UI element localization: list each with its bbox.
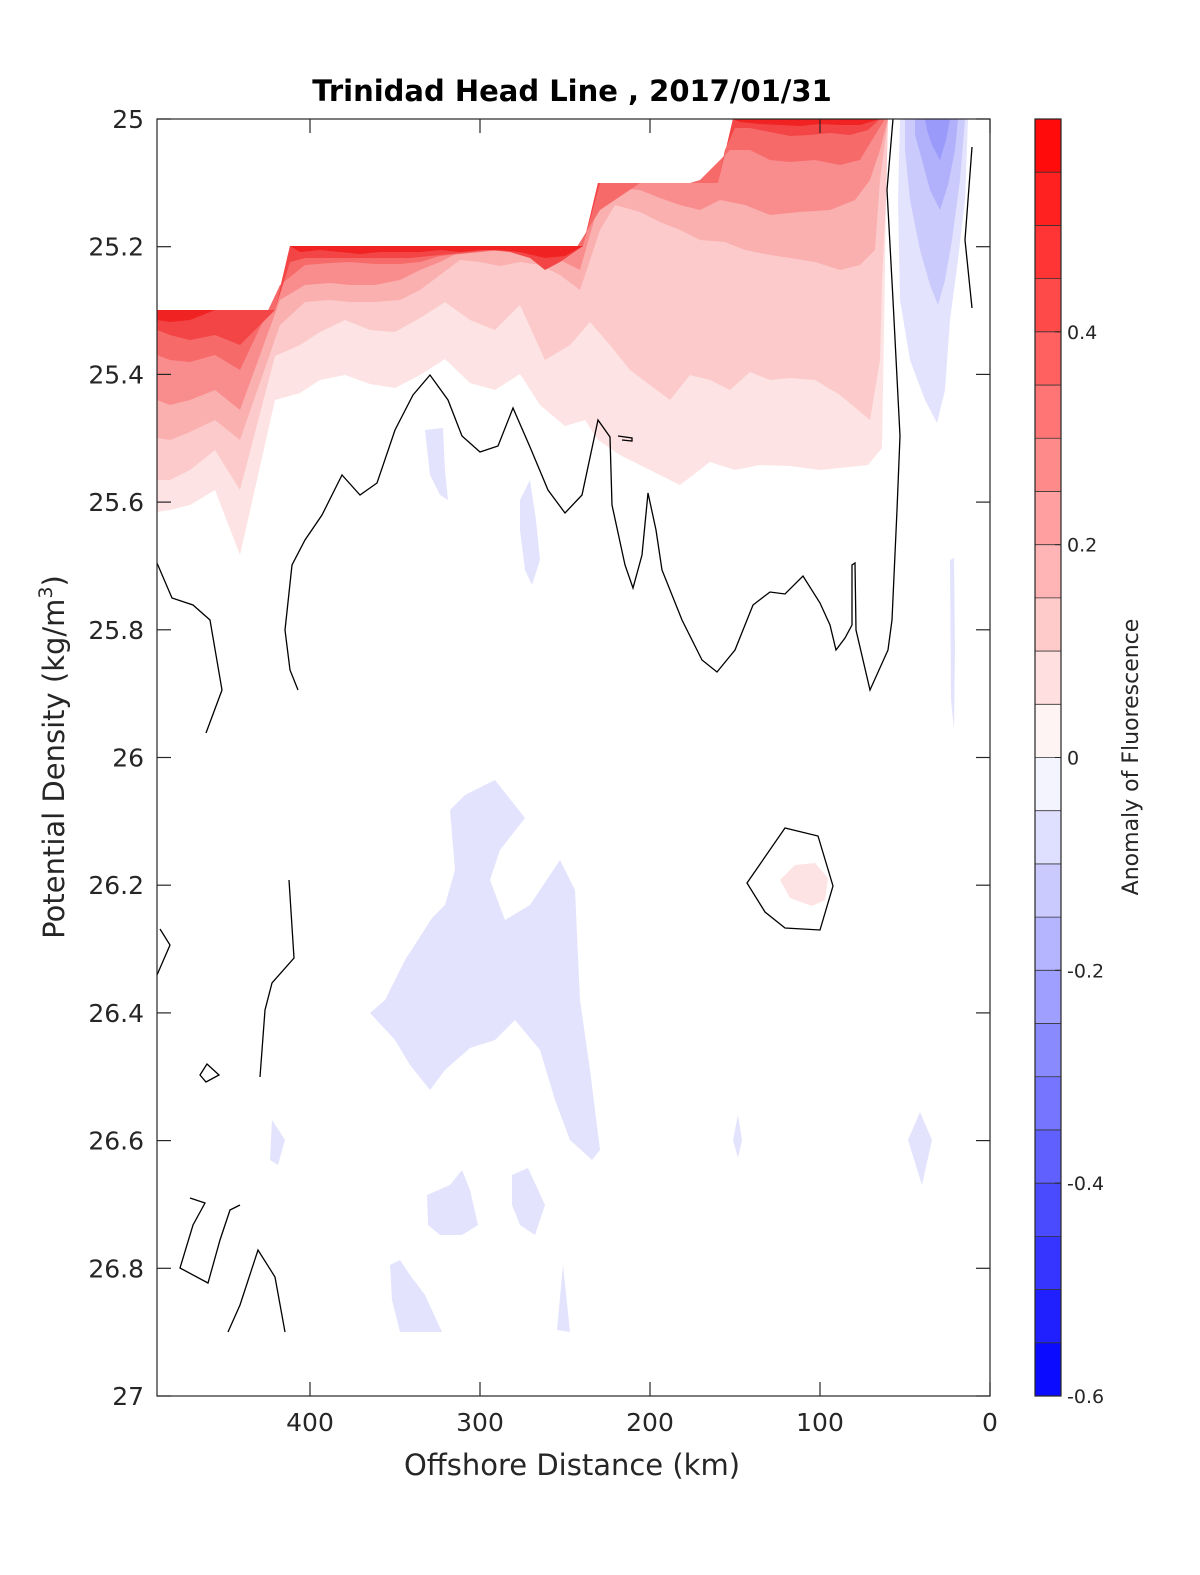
- zero-contour-ring: [746, 827, 834, 931]
- colorbar-level: [1035, 1076, 1061, 1131]
- x-axis-label: Offshore Distance (km): [404, 1448, 740, 1482]
- colorbar-level: [1035, 491, 1061, 546]
- negative-anomaly-region: [270, 119, 968, 1332]
- x-tick-label: 400: [286, 1408, 334, 1437]
- plot-area: [156, 118, 991, 1397]
- anomaly-neg-small-2: [520, 480, 540, 585]
- anomaly-neg-deep-blob: [370, 780, 600, 1160]
- anomaly-neg-small-4: [427, 1170, 478, 1235]
- colorbar-level: [1035, 172, 1061, 226]
- colorbar-level: [1035, 757, 1061, 812]
- colorbar-level: [1035, 810, 1061, 865]
- y-tick-label: 26.4: [88, 999, 144, 1028]
- x-tick-label: 200: [626, 1408, 674, 1437]
- colorbar-level: [1035, 704, 1061, 758]
- positive-anomaly-region: [157, 119, 888, 906]
- colorbar-tick-label: 0.4: [1067, 322, 1097, 344]
- zero-contour-bottom: [227, 1248, 286, 1333]
- colorbar-level: [1035, 1129, 1061, 1184]
- anomaly-positive-blob: [780, 863, 828, 906]
- colorbar-level: [1035, 438, 1061, 492]
- y-tick-label: 27: [112, 1382, 144, 1411]
- y-axis-label: Potential Density (kg/m3): [35, 575, 71, 939]
- anomaly-neg-small-5: [512, 1168, 545, 1235]
- y-tick-label: 26.6: [88, 1127, 144, 1156]
- anomaly-neg-small-6: [390, 1260, 442, 1332]
- y-tick-label: 25.2: [88, 233, 144, 262]
- colorbar-tick-label: 0: [1067, 748, 1079, 770]
- y-tick-label: 26: [112, 744, 144, 773]
- colorbar-level: [1035, 970, 1061, 1025]
- zero-contour-bottom-left: [179, 1197, 241, 1284]
- colorbar-level: [1035, 544, 1061, 599]
- anomaly-band-0.35: [157, 119, 885, 370]
- colorbar-tick-label: -0.6: [1067, 1386, 1104, 1408]
- colorbar-tick-label: -0.2: [1067, 960, 1104, 982]
- y-tick-label: 26.2: [88, 871, 144, 900]
- zero-contour-left-upper: [156, 562, 223, 734]
- y-tick-labels: 25 25.2 25.4 25.6 25.8 26 26.2 26.4 26.6 26.8 27: [88, 105, 144, 1411]
- x-tick-label: 100: [796, 1408, 844, 1437]
- colorbar-level: [1035, 863, 1061, 918]
- colorbar-tick-label: -0.4: [1067, 1173, 1104, 1195]
- colorbar-level: [1035, 597, 1061, 652]
- colorbar-tick-labels: 0.4 0.2 0 -0.2 -0.4 -0.6: [1055, 322, 1104, 1408]
- anomaly-neg-small-9: [908, 1112, 932, 1185]
- anomaly-neg-small-3: [270, 1120, 285, 1165]
- anomaly-neg-small-10: [950, 558, 955, 730]
- colorbar-level: [1035, 119, 1061, 173]
- y-tick-label: 25.8: [88, 616, 144, 645]
- colorbar-tick-label: 0.2: [1067, 535, 1097, 557]
- y-tick-label: 25.4: [88, 360, 144, 389]
- colorbar-level: [1035, 385, 1061, 439]
- colorbar-levels: [1035, 119, 1061, 1397]
- colorbar-level: [1035, 1342, 1061, 1397]
- colorbar: 0.4 0.2 0 -0.2 -0.4 -0.6 Anomaly of Fluoresce…: [1034, 118, 1144, 1408]
- colorbar-level: [1035, 651, 1061, 705]
- anomaly-band-0.45: [157, 119, 880, 345]
- y-axis-label-text: Potential Density (kg/m: [37, 599, 71, 939]
- colorbar-level: [1035, 1236, 1061, 1291]
- colorbar-level: [1035, 917, 1061, 971]
- anomaly-neg-small-1: [425, 428, 448, 500]
- zero-contour-kink: [617, 435, 633, 442]
- colorbar-level: [1035, 278, 1061, 333]
- zero-contour-right-edge: [964, 146, 973, 309]
- colorbar-level: [1035, 331, 1061, 386]
- colorbar-level: [1035, 1023, 1061, 1078]
- zero-contour-small-loop: [199, 1062, 221, 1083]
- zero-contour-left-edge: [156, 928, 171, 976]
- y-tick-marks: [157, 118, 990, 1397]
- colorbar-label: Anomaly of Fluorescence: [1119, 619, 1144, 896]
- zero-contour-main: [284, 118, 901, 693]
- x-tick-labels: 400 300 200 100 0: [286, 1408, 998, 1437]
- y-axis-label-sup: 3: [35, 586, 57, 598]
- anomaly-band-neg-0.20: [925, 119, 950, 160]
- zero-contour-lines: [156, 118, 973, 1333]
- y-tick-label: 25: [112, 105, 144, 134]
- x-tick-label: 0: [982, 1408, 998, 1437]
- y-axis-label-close: ): [37, 575, 71, 586]
- anomaly-neg-small-7: [557, 1265, 570, 1332]
- x-tick-label: 300: [456, 1408, 504, 1437]
- anomaly-band-neg-0.15: [915, 119, 958, 210]
- colorbar-level: [1035, 1289, 1061, 1344]
- colorbar-level: [1035, 1183, 1061, 1237]
- chart-title: Trinidad Head Line , 2017/01/31: [312, 74, 832, 108]
- y-tick-label: 26.8: [88, 1254, 144, 1283]
- anomaly-band-0.25: [157, 119, 888, 410]
- colorbar-level: [1035, 225, 1061, 280]
- anomaly-neg-small-8: [733, 1115, 742, 1158]
- zero-contour-left-mid: [259, 879, 295, 1078]
- y-tick-label: 25.6: [88, 488, 144, 517]
- x-tick-marks: [309, 119, 991, 1396]
